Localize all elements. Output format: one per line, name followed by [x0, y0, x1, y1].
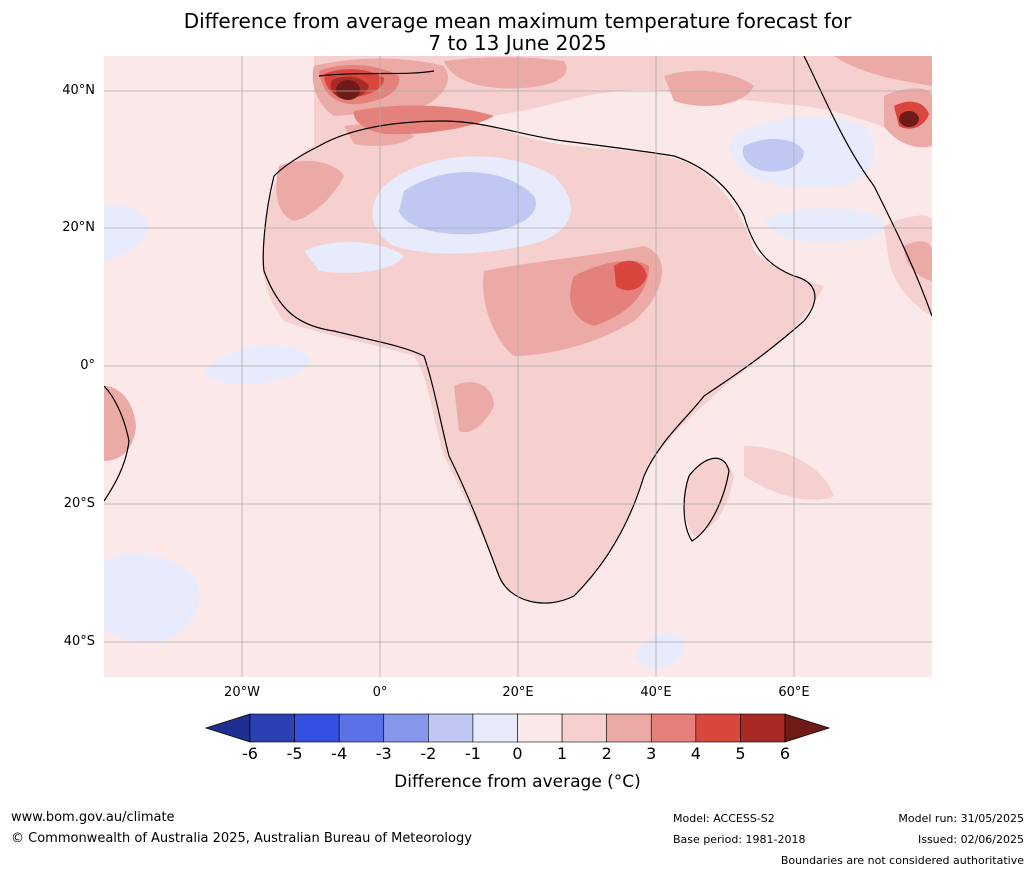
warm-area	[744, 446, 834, 500]
warm-area	[444, 57, 567, 89]
colorbar-tick-label: 4	[690, 744, 701, 763]
colorbar-tick-label: -3	[375, 744, 392, 763]
colorbar-tick-label: -1	[464, 744, 481, 763]
colorbar-tick-label: 3	[646, 744, 657, 763]
sahara-cool-core	[399, 172, 536, 235]
graticule	[104, 56, 932, 677]
colorbar-label: Difference from average (°C)	[394, 772, 641, 792]
colorbar-tick-label: 2	[601, 744, 612, 763]
colorbar	[200, 710, 835, 760]
map-svg	[103, 55, 933, 677]
warm-area	[684, 459, 734, 536]
colorbar-tick-label: 1	[556, 744, 568, 763]
warm-area	[884, 215, 932, 316]
colorbar-tick-label: -4	[331, 744, 348, 763]
colorbar-extend-high	[784, 713, 831, 743]
colorbar-tick-label: 0	[512, 744, 523, 763]
warm-area	[353, 105, 494, 135]
colorbar-tick-label: -2	[420, 744, 437, 763]
footer-issued: Issued: 02/06/2025	[917, 833, 1024, 846]
lat-label: 20°S	[63, 496, 95, 511]
lat-label: 20°N	[62, 220, 95, 235]
colorbar-box	[517, 713, 563, 743]
colorbar-box	[561, 713, 607, 743]
warm-area	[276, 160, 344, 221]
colorbar-box	[294, 713, 340, 743]
map-title: Difference from average mean maximum tem…	[0, 10, 1035, 54]
cool-area	[204, 344, 310, 384]
footer-url[interactable]: www.bom.gov.au/climate	[11, 810, 175, 825]
anomaly-map	[103, 55, 933, 677]
cool-area	[304, 241, 404, 273]
cool-area	[104, 204, 149, 261]
lat-label: 40°N	[62, 83, 95, 98]
warm-area	[454, 382, 494, 433]
colorbar-tick-label: -6	[242, 744, 258, 763]
footer-model: Model: ACCESS-S2	[673, 812, 775, 825]
warm-peak	[336, 80, 360, 100]
lon-label: 0°	[372, 685, 388, 700]
cool-core	[742, 139, 804, 172]
warm-peak	[899, 111, 919, 127]
warm-area	[104, 386, 136, 461]
warm-area	[314, 56, 932, 176]
footer-base-period: Base period: 1981-2018	[673, 833, 806, 846]
colorbar-svg	[204, 713, 831, 743]
footer-disclaimer: Boundaries are not considered authoritat…	[780, 854, 1024, 867]
colorbar-box	[695, 713, 741, 743]
colorbar-extend-low	[204, 713, 251, 743]
lon-label: 60°E	[778, 685, 810, 700]
colorbar-box	[606, 713, 652, 743]
warm-area	[614, 260, 647, 291]
colorbar-tick-label: 5	[735, 744, 746, 763]
lon-label: 40°E	[640, 685, 672, 700]
colorbar-box	[740, 713, 786, 743]
lat-label: 40°S	[63, 634, 95, 649]
africa-coastline	[262, 70, 816, 604]
warm-area	[834, 56, 932, 86]
colorbar-box	[249, 713, 295, 743]
warm-area	[664, 70, 754, 106]
cool-area	[104, 553, 200, 643]
colorbar-box	[472, 713, 518, 743]
cool-area	[634, 632, 685, 669]
lon-label: 20°W	[224, 685, 260, 700]
lon-label: 20°E	[502, 685, 534, 700]
colorbar-box	[383, 713, 429, 743]
colorbar-tick-label: 6	[779, 744, 791, 763]
colorbar-box	[428, 713, 474, 743]
south-america-coastline	[103, 385, 130, 502]
footer-copyright: © Commonwealth of Australia 2025, Austra…	[11, 831, 472, 846]
title-line-1: Difference from average mean maximum tem…	[183, 9, 852, 33]
asia-coastline	[803, 55, 933, 317]
footer-model-run: Model run: 31/05/2025	[898, 812, 1024, 825]
colorbar-box	[650, 713, 697, 743]
title-line-2: 7 to 13 June 2025	[428, 31, 607, 55]
warm-area	[904, 241, 932, 281]
colorbar-tick-label: -5	[286, 744, 303, 763]
colorbar-box	[338, 713, 385, 743]
lat-label: 0°	[80, 358, 95, 373]
madagascar-coastline	[683, 457, 730, 542]
